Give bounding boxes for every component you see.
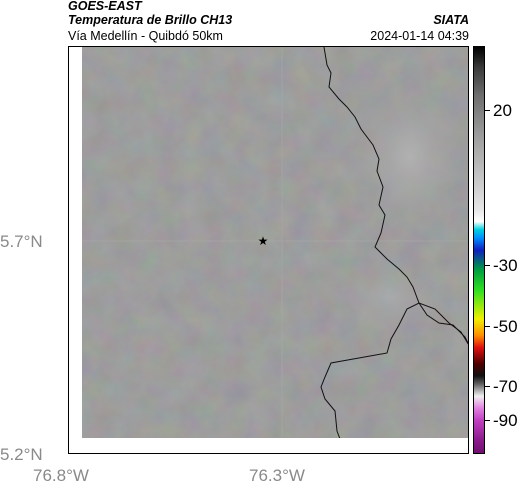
colorbar-tick-90	[485, 420, 490, 421]
timestamp-label: 2024-01-14 04:39	[370, 29, 469, 43]
colorbar-label-20: 20	[493, 101, 512, 120]
star-icon[interactable]: ★	[258, 234, 269, 248]
organization-label: SIATA	[433, 13, 469, 27]
department-border	[323, 47, 468, 345]
lat-label-5.2: 5.2°N	[0, 445, 43, 464]
location-subtitle: Vía Medellín - Quibdó 50km	[68, 29, 223, 43]
colorbar-label-minus90: -90	[493, 411, 518, 430]
satellite-title: GOES-EAST	[68, 0, 142, 13]
colorbar-label-minus50: -50	[493, 317, 518, 336]
colorbar-tick-70	[485, 386, 490, 387]
colorbar-tick-50	[485, 326, 490, 327]
image-margin-left	[69, 47, 82, 453]
bright-region-south	[319, 252, 459, 342]
lon-label-76.8: 76.8°W	[33, 466, 89, 485]
colorbar-tick-30	[485, 265, 490, 266]
product-title: Temperatura de Brillo CH13	[68, 13, 233, 27]
image-margin-bottom	[69, 438, 468, 453]
lon-label-76.3: 76.3°W	[249, 466, 305, 485]
colorbar-label-minus70: -70	[493, 377, 518, 396]
colorbar	[473, 46, 485, 454]
colorbar-label-minus30: -30	[493, 256, 518, 275]
municipal-border	[320, 302, 468, 453]
bright-region	[339, 72, 468, 242]
lat-label-5.7: 5.7°N	[0, 232, 43, 251]
satellite-image: ★	[69, 47, 468, 453]
map-panel[interactable]: ★	[68, 46, 469, 454]
colorbar-tick-20	[485, 110, 490, 111]
